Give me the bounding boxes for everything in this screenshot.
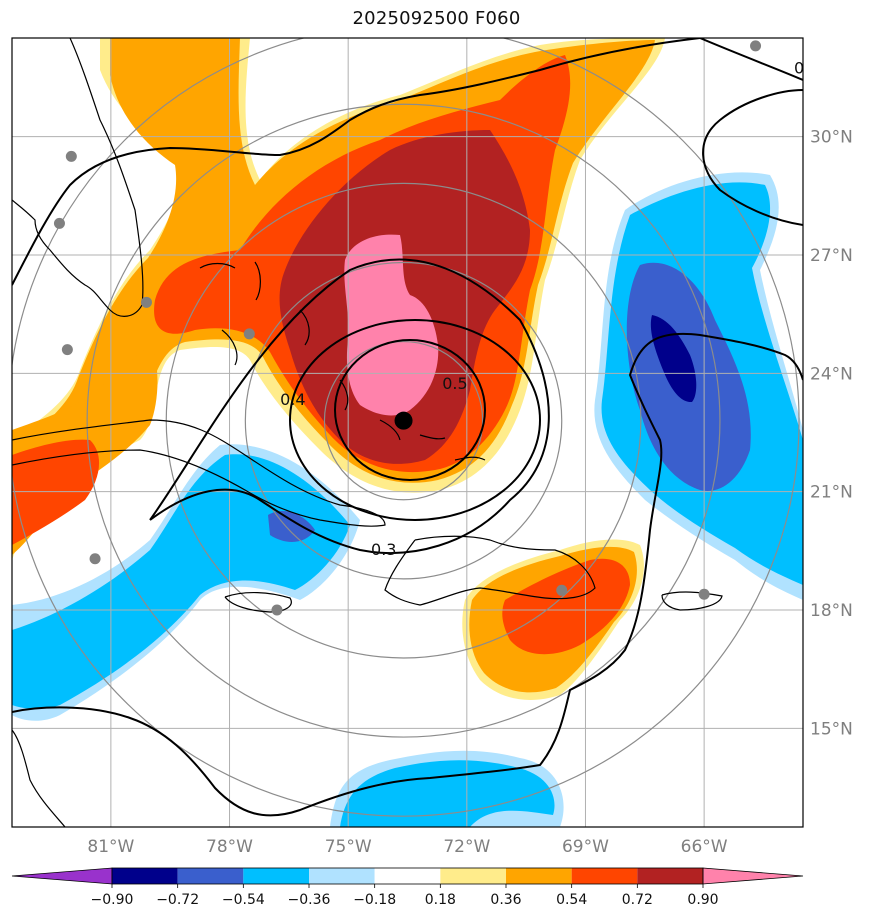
contour-label: 0.4 [280, 390, 305, 409]
hispaniola-coast [384, 535, 596, 606]
central-america-coast [12, 729, 66, 827]
latitude-axis: 30°N 27°N 24°N 21°N 18°N 15°N [810, 128, 853, 740]
station-dot [140, 296, 152, 308]
cuba-coast [12, 419, 386, 527]
storm-center-marker [394, 411, 413, 430]
colorbar-tick-label: 0.54 [556, 892, 587, 908]
contour-0.3 [149, 258, 550, 554]
contour-0.5 [334, 339, 486, 481]
lon-tick-label: 75°W [325, 837, 372, 857]
positive-anomaly-southeast-core [502, 558, 630, 655]
colorbar-frame [111, 867, 704, 885]
station-dot [271, 604, 283, 616]
colorbar-segment [112, 868, 178, 884]
jamaica-coast [224, 591, 292, 613]
range-ring [12, 38, 800, 817]
range-ring [244, 261, 563, 580]
bahamas-coast [199, 261, 486, 461]
map-frame [11, 37, 804, 828]
contour-label: 0.5 [442, 374, 467, 393]
contour-south [12, 332, 803, 817]
colorbar-tick-label: 0.18 [425, 892, 456, 908]
colorbar-segment [309, 868, 375, 884]
longitude-axis: 81°W 78°W 75°W 72°W 69°W 66°W [87, 837, 727, 857]
contour-0.4 [289, 319, 541, 521]
colorbar-segment [374, 868, 441, 884]
lon-tick-label: 69°W [562, 837, 609, 857]
station-dot [65, 150, 77, 162]
puerto-rico-coast [661, 591, 723, 611]
lat-tick-label: 27°N [810, 246, 853, 266]
colorbar-segment [177, 868, 244, 884]
colorbar-tick-label: −0.18 [353, 892, 396, 908]
colorbar-extend-high [702, 867, 804, 885]
colorbar-tick-label: −0.90 [91, 892, 134, 908]
positive-anomaly-west-core [12, 439, 100, 545]
colorbar-tick-label: 0.90 [687, 892, 718, 908]
negative-anomaly-south [340, 760, 555, 827]
station-dot [61, 344, 73, 356]
station-dot [556, 584, 568, 596]
lat-tick-label: 21°N [810, 483, 853, 503]
colorbar-extend-low [11, 867, 113, 885]
lon-tick-label: 66°W [681, 837, 728, 857]
contour-0 [699, 38, 803, 226]
contour-labels: 0.4 0.5 0.3 0 [280, 59, 804, 559]
colorbar-segment [637, 868, 703, 884]
range-ring [323, 340, 484, 501]
negative-anomaly-west-inner [12, 454, 350, 709]
lon-tick-label: 81°W [87, 837, 134, 857]
map-title: 2025092500 F060 [352, 8, 521, 29]
colorbar-segment [571, 868, 638, 884]
lat-tick-label: 24°N [810, 364, 853, 384]
lon-tick-label: 72°W [443, 837, 490, 857]
station-dot [698, 588, 710, 600]
colorbar-segment [506, 868, 572, 884]
station-markers [53, 40, 762, 616]
colorbar-tick-label: −0.36 [288, 892, 331, 908]
lat-tick-label: 18°N [810, 601, 853, 621]
contours [12, 38, 803, 817]
florida-coast [12, 38, 144, 317]
colorbar: −0.90 −0.72 −0.54 −0.36 −0.18 0.18 0.36 0.54 0.7… [11, 867, 804, 908]
station-dot [750, 40, 762, 52]
lat-tick-label: 15°N [810, 719, 853, 739]
positive-anomaly-pink [344, 234, 439, 416]
station-dot [89, 553, 101, 565]
coastlines [12, 38, 723, 827]
map-area: 0.4 0.5 0.3 0 [12, 38, 804, 827]
colorbar-segment [440, 868, 506, 884]
colorbar-tick-label: −0.54 [222, 892, 265, 908]
station-dot [243, 328, 255, 340]
colorbar-tick-label: 0.36 [490, 892, 521, 908]
lon-tick-label: 78°W [206, 837, 253, 857]
colorbar-tick-label: −0.72 [156, 892, 199, 908]
contour-label: 0 [794, 59, 804, 78]
lat-tick-label: 30°N [810, 128, 853, 148]
station-dot [53, 217, 65, 229]
contour-west [12, 38, 701, 286]
contour-label: 0.3 [371, 540, 396, 559]
lat-lon-grid [12, 38, 803, 827]
colorbar-tick-label: 0.72 [622, 892, 653, 908]
range-ring [86, 103, 721, 738]
colorbar-segment [243, 868, 309, 884]
